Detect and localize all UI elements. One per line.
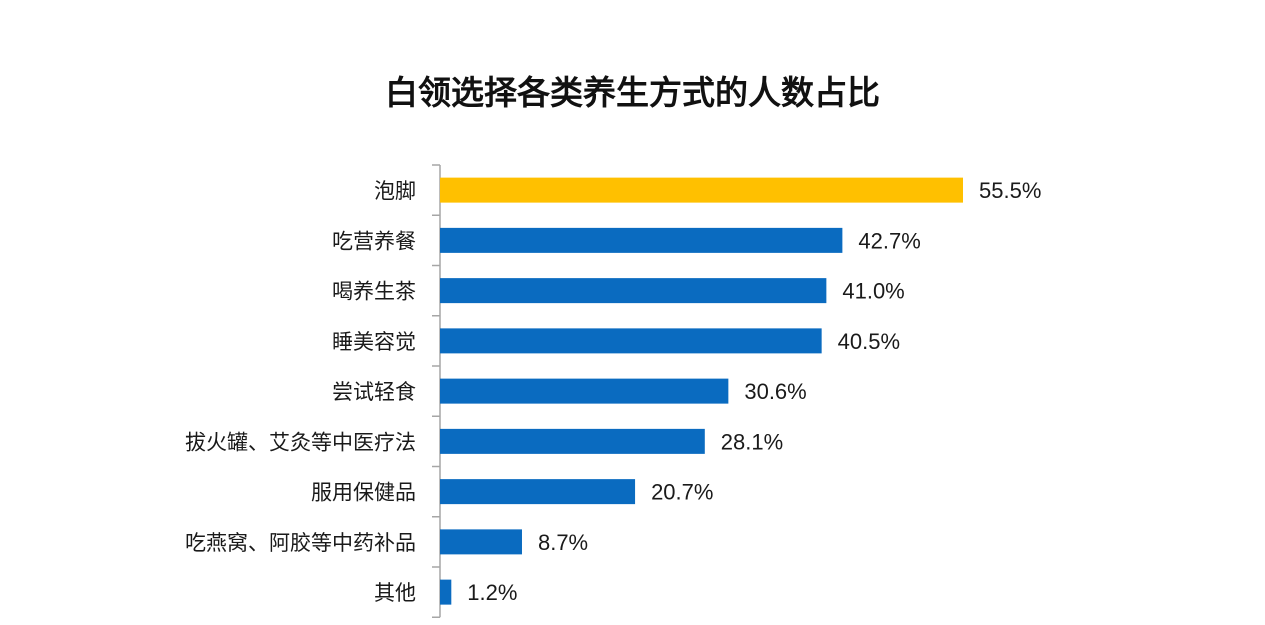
data-label: 42.7% — [858, 228, 920, 253]
category-label: 服用保健品 — [311, 481, 416, 505]
data-label: 30.6% — [744, 379, 806, 404]
category-label: 喝养生茶 — [332, 280, 416, 304]
bar — [440, 278, 827, 304]
category-label: 泡脚 — [374, 179, 416, 203]
category-label: 吃营养餐 — [332, 229, 416, 253]
bar — [440, 177, 963, 203]
data-label: 55.5% — [979, 178, 1041, 203]
bar — [440, 428, 705, 454]
data-label: 1.2% — [467, 580, 517, 605]
bar — [440, 378, 729, 404]
category-label: 拔火罐、艾灸等中医疗法 — [185, 430, 416, 454]
bar — [440, 227, 843, 253]
bar — [440, 529, 522, 555]
category-label: 睡美容觉 — [332, 330, 416, 354]
data-label: 20.7% — [651, 480, 713, 505]
category-label: 吃燕窝、阿胶等中药补品 — [185, 531, 416, 555]
data-label: 8.7% — [538, 530, 588, 555]
bar — [440, 479, 636, 505]
bar — [440, 328, 822, 354]
chart-title: 白领选择各类养生方式的人数占比 — [385, 73, 880, 112]
data-label: 41.0% — [842, 279, 904, 304]
data-label: 40.5% — [838, 329, 900, 354]
bar — [440, 579, 452, 605]
data-label: 28.1% — [721, 429, 783, 454]
category-label: 其他 — [374, 581, 416, 605]
category-label: 尝试轻食 — [332, 380, 416, 404]
